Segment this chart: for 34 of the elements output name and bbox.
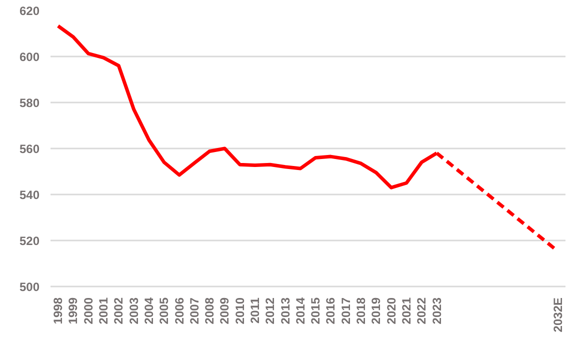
x-tick-label: 2014: [293, 297, 308, 324]
x-tick-label: 2011: [248, 297, 262, 324]
x-tick-label: 2013: [278, 297, 292, 324]
y-tick-label: 520: [19, 234, 40, 248]
y-tick-label: 540: [19, 188, 40, 202]
x-tick-label: 2004: [142, 297, 156, 324]
x-tick-label: 2020: [384, 297, 398, 324]
y-tick-label: 560: [19, 142, 40, 156]
x-tick-label: 2017: [338, 297, 353, 324]
x-tick-label: 2018: [354, 297, 368, 324]
x-tick-label: 2001: [96, 297, 111, 324]
x-tick-label: 2010: [232, 297, 247, 324]
y-tick-label: 620: [19, 4, 40, 18]
x-tick-label: 2022: [414, 297, 429, 324]
x-tick-label: 2019: [369, 297, 384, 324]
x-tick-label: 2003: [126, 297, 141, 324]
x-tick-label: 2016: [324, 297, 338, 324]
x-tick-label: 2002: [112, 297, 126, 324]
x-tick-label: 2000: [81, 297, 96, 324]
x-tick-label: 2032E: [550, 297, 565, 332]
x-tick-label: 2006: [172, 297, 186, 324]
x-tick-label: 1998: [51, 297, 66, 324]
y-tick-label: 580: [19, 96, 40, 110]
y-tick-label: 600: [19, 50, 40, 64]
x-tick-label: 2015: [308, 297, 323, 324]
x-tick-label: 2023: [430, 297, 444, 324]
x-tick-label: 2021: [399, 297, 414, 324]
y-tick-label: 500: [19, 280, 40, 294]
x-tick-label: 1999: [66, 297, 80, 324]
x-tick-label: 2008: [202, 297, 217, 324]
x-tick-label: 2005: [157, 297, 172, 324]
x-tick-label: 2012: [263, 297, 278, 324]
x-tick-label: 2009: [218, 297, 232, 324]
x-tick-label: 2007: [187, 297, 202, 324]
